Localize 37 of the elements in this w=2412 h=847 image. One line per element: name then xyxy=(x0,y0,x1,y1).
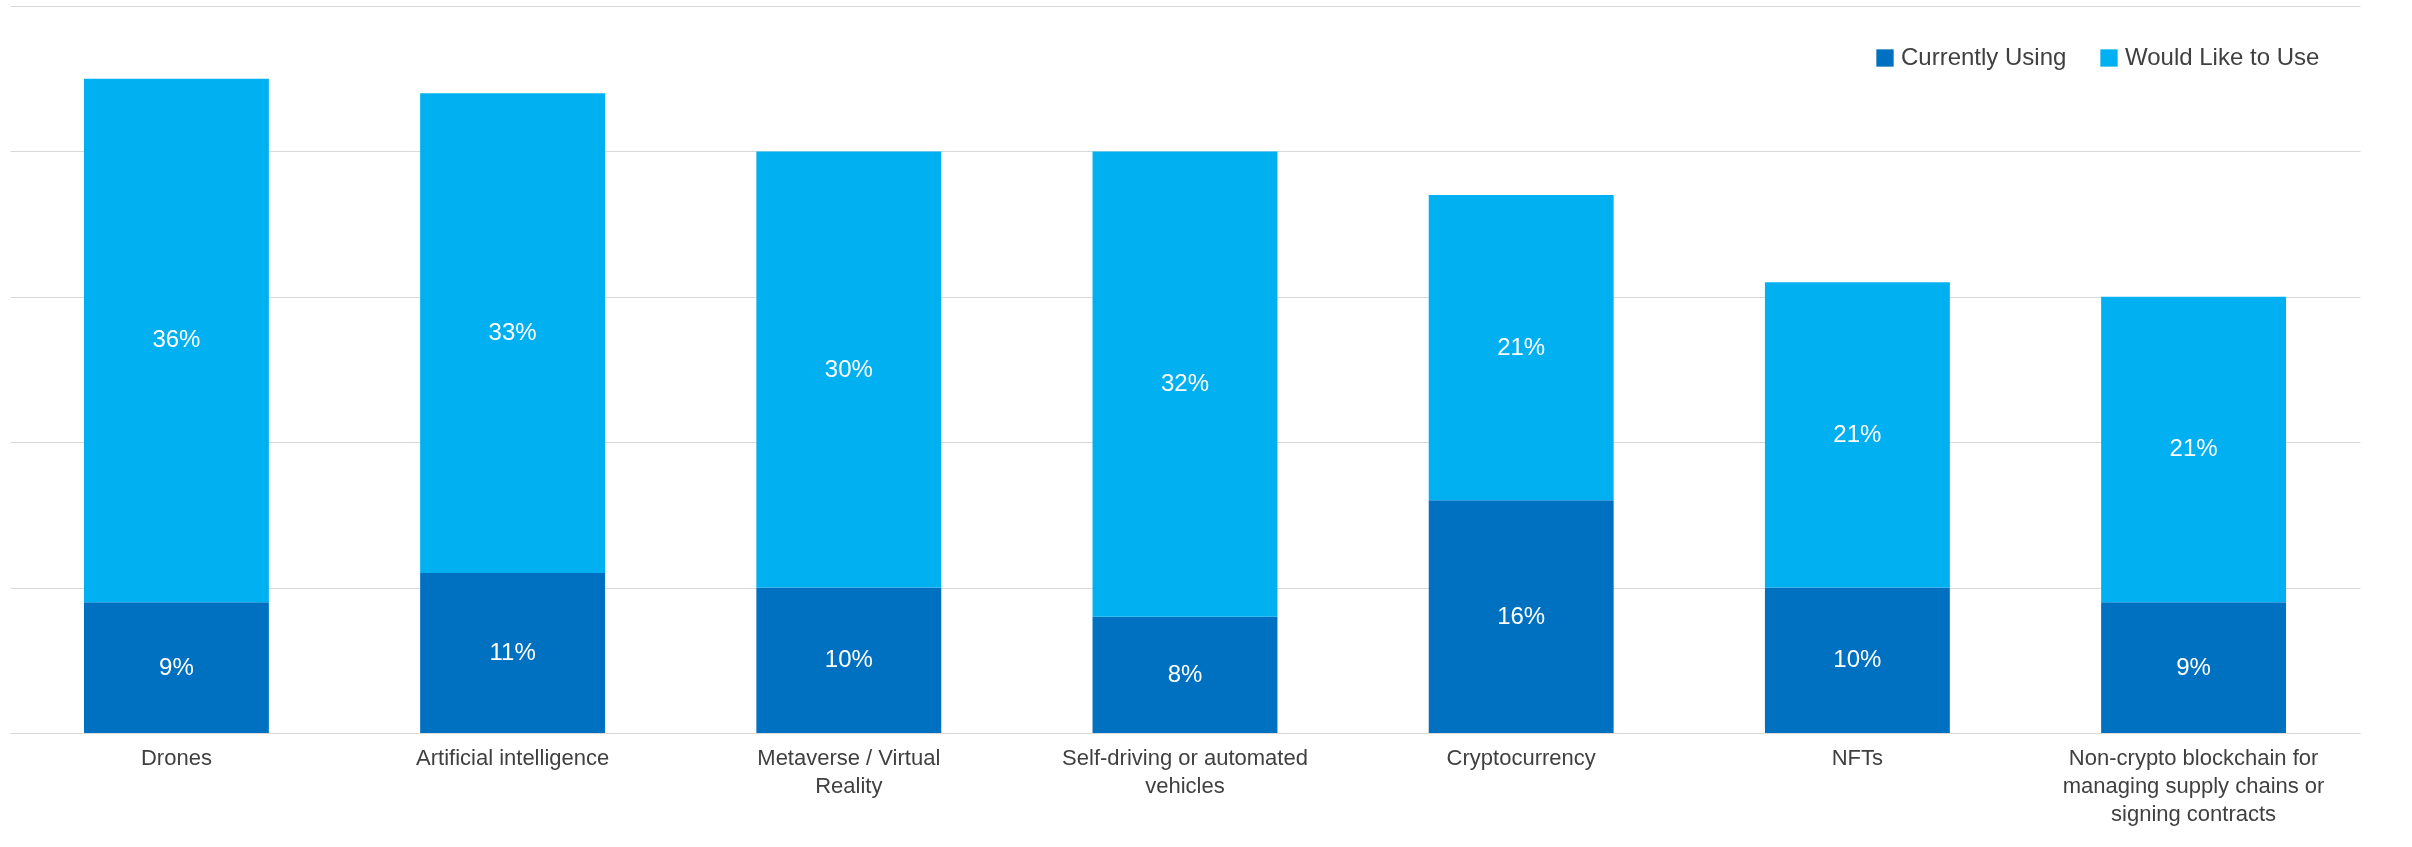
bar xyxy=(1428,195,1614,501)
data-label: 9% xyxy=(159,652,194,680)
bar xyxy=(83,78,269,603)
bar xyxy=(756,151,942,588)
bar xyxy=(1092,151,1278,617)
legend-label: Would Like to Use xyxy=(2125,43,2320,70)
x-tick-label: Metaverse / Virtual Reality xyxy=(757,744,941,798)
data-label: 21% xyxy=(1497,332,1546,360)
x-tick-label: Non-crypto blockchain for managing supply chains or signing contracts xyxy=(2062,744,2325,826)
bar xyxy=(756,587,942,733)
data-label: 11% xyxy=(489,638,536,666)
x-tick-label: Cryptocurrency xyxy=(1446,744,1596,770)
bar xyxy=(1764,587,1950,733)
data-label: 33% xyxy=(488,318,537,346)
data-label: 8% xyxy=(1167,659,1203,687)
data-label: 16% xyxy=(1497,601,1546,629)
data-label: 10% xyxy=(824,645,873,673)
x-tick-label: Self-driving or automated vehicles xyxy=(1062,744,1308,798)
data-label: 21% xyxy=(2169,434,2218,462)
data-label: 32% xyxy=(1160,369,1210,397)
data-label: 21% xyxy=(1833,419,1882,447)
data-label: 36% xyxy=(152,325,201,353)
bar xyxy=(420,93,606,574)
data-label: 10% xyxy=(1833,645,1882,673)
bar xyxy=(1764,282,1950,588)
data-label: 9% xyxy=(2176,652,2211,680)
bar xyxy=(1428,500,1614,733)
bar xyxy=(83,602,269,733)
bar xyxy=(420,573,606,733)
bar xyxy=(2101,602,2287,733)
bar xyxy=(1092,616,1278,733)
legend-label: Currently Using xyxy=(1901,43,2067,70)
bar xyxy=(2101,296,2287,603)
x-tick-label: Drones xyxy=(140,744,212,770)
data-label: 30% xyxy=(824,354,873,382)
x-tick-label: NFTs xyxy=(1831,744,1884,770)
x-tick-label: Artificial intelligence xyxy=(416,744,610,770)
